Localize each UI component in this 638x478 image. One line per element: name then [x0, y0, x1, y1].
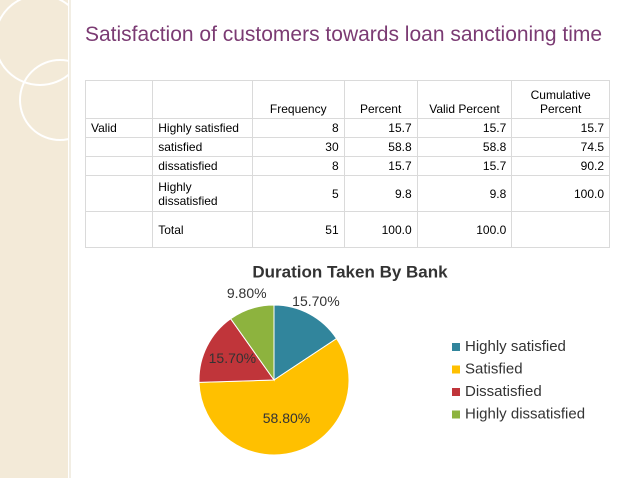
table-cell: 100.0 [511, 175, 610, 212]
table-cell [152, 80, 253, 119]
table-cell: 74.5 [511, 137, 610, 157]
pie-slice [229, 304, 275, 382]
legend-swatch [452, 343, 460, 351]
table-cell: 9.8 [416, 175, 513, 212]
table-cell [511, 211, 610, 248]
chart-title: Duration Taken By Bank [252, 262, 448, 281]
table-cell: 8 [251, 156, 345, 176]
pie-slice [198, 337, 350, 456]
table-row: dissatisfied 8 15.7 15.7 90.2 [84, 156, 610, 176]
chart: Duration Taken By Bank 15.70% 58.80% 15.70… [198, 262, 585, 456]
table-row: satisfied 30 58.8 58.8 74.5 [84, 137, 610, 157]
data-label: 9.80% [227, 285, 267, 301]
legend-swatch [452, 410, 460, 419]
table-row: Highly dissatisfied 5 9.8 9.8 100.0 [84, 175, 610, 212]
table-cell: 100.0 [343, 211, 418, 248]
table-cell: 15.7 [343, 156, 418, 176]
table-cell: Percent [343, 80, 418, 119]
table-cell [84, 80, 154, 119]
legend-label: Dissatisfied [465, 383, 542, 400]
table-row: Valid Highly satisfied 8 15.7 15.7 15.7 [84, 118, 610, 138]
table-cell: 30 [251, 137, 345, 157]
table-cell: 15.7 [343, 118, 418, 138]
table-cell [84, 156, 154, 176]
table-row: Total 51 100.0 100.0 [84, 211, 610, 248]
table-cell: Valid Percent [416, 80, 513, 119]
table-cell: Highly satisfied [152, 118, 253, 138]
decor-circle [0, 0, 86, 86]
table-cell: dissatisfied [152, 156, 253, 176]
table-cell: 100.0 [416, 211, 513, 248]
table-cell: 90.2 [511, 156, 610, 176]
table-cell: Valid [84, 118, 154, 138]
table-cell: satisfied [152, 137, 253, 157]
table-cell: 15.7 [416, 156, 513, 176]
legend-label: Highly dissatisfied [465, 405, 585, 422]
table-cell: 58.8 [416, 137, 513, 157]
table-cell: Highly dissatisfied [152, 175, 253, 212]
pie-slice [198, 318, 275, 383]
table-row: Frequency Percent Valid Percent Cumulative … [84, 80, 610, 119]
side-strip [0, 0, 68, 478]
table-cell: 5 [251, 175, 345, 212]
table-cell: 15.7 [416, 118, 513, 138]
legend-label: Highly satisfied [465, 338, 566, 355]
data-label: 15.70% [209, 350, 256, 366]
table-cell: Frequency [251, 80, 345, 119]
legend-label: Satisfied [465, 360, 523, 377]
table-cell: Total [152, 211, 253, 248]
table-cell [84, 175, 154, 212]
table-cell: 8 [251, 118, 345, 138]
table-cell: 9.8 [343, 175, 418, 212]
table-cell: Cumulative Percent [511, 80, 610, 119]
table-cell: 15.7 [511, 118, 610, 138]
data-label: 58.80% [263, 410, 310, 426]
table-cell: 58.8 [343, 137, 418, 157]
table-cell: 51 [251, 211, 345, 248]
table-cell [84, 211, 154, 248]
table-cell [84, 137, 154, 157]
legend-swatch [452, 388, 460, 396]
slide-title: Satisfaction of customers towards loan s… [85, 23, 603, 46]
table: Frequency Percent Valid Percent Cumulative … [84, 80, 610, 248]
data-label: 15.70% [292, 293, 339, 309]
legend-swatch [452, 365, 460, 374]
pie-slice [273, 304, 338, 381]
